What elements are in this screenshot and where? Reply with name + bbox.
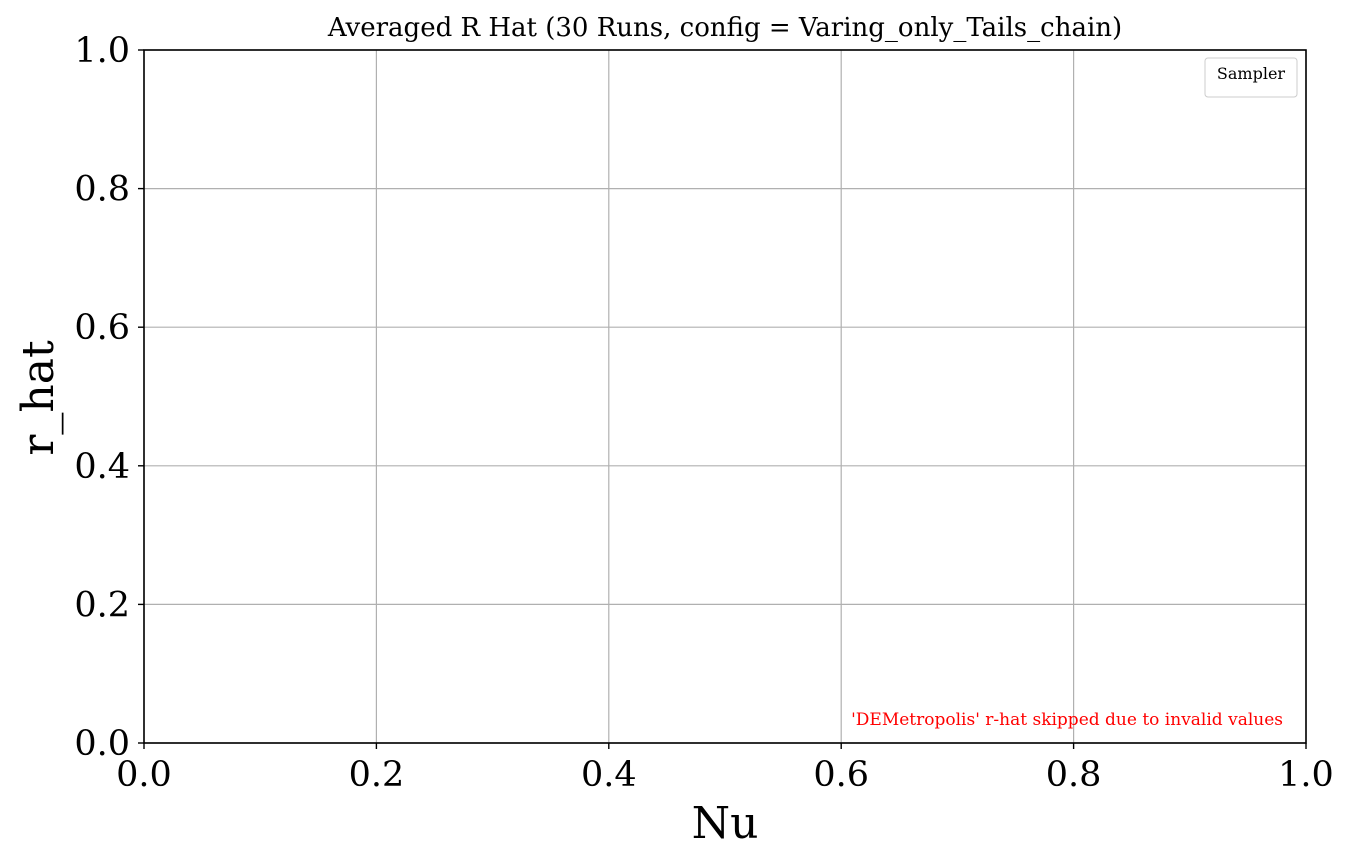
x-axis-label: Nu — [692, 798, 759, 849]
y-tick-label: 0.6 — [74, 308, 130, 348]
x-tick-label: 0.0 — [116, 755, 172, 795]
y-tick-label: 0.0 — [74, 724, 130, 764]
legend-title: Sampler — [1217, 64, 1286, 83]
y-axis-label: r_hat — [13, 340, 64, 456]
axes-frame — [143, 49, 1307, 744]
x-tick-label: 0.2 — [349, 755, 405, 795]
legend-box — [1204, 57, 1298, 98]
y-tick-label: 0.4 — [74, 447, 130, 487]
x-tick-label: 0.4 — [581, 755, 637, 795]
x-tick-label: 0.6 — [813, 755, 869, 795]
x-tick-label: 0.8 — [1046, 755, 1102, 795]
legend: Sampler — [1204, 57, 1298, 98]
y-tick-label: 1.0 — [74, 31, 130, 71]
axis-ticks — [138, 49, 1307, 749]
tick-labels: 0.0 0.2 0.4 0.6 0.8 1.0 0.0 0.2 0.4 0.6 0.8 1.0 — [74, 31, 1334, 795]
skipped-sampler-note: 'DEMetropolis' r-hat skipped due to inva… — [851, 710, 1283, 730]
plot-area-border — [143, 49, 1307, 744]
x-tick-label: 1.0 — [1278, 755, 1334, 795]
chart-title: Averaged R Hat (30 Runs, config = Varing… — [327, 13, 1122, 43]
y-tick-label: 0.2 — [74, 585, 130, 625]
y-tick-label: 0.8 — [74, 170, 130, 210]
